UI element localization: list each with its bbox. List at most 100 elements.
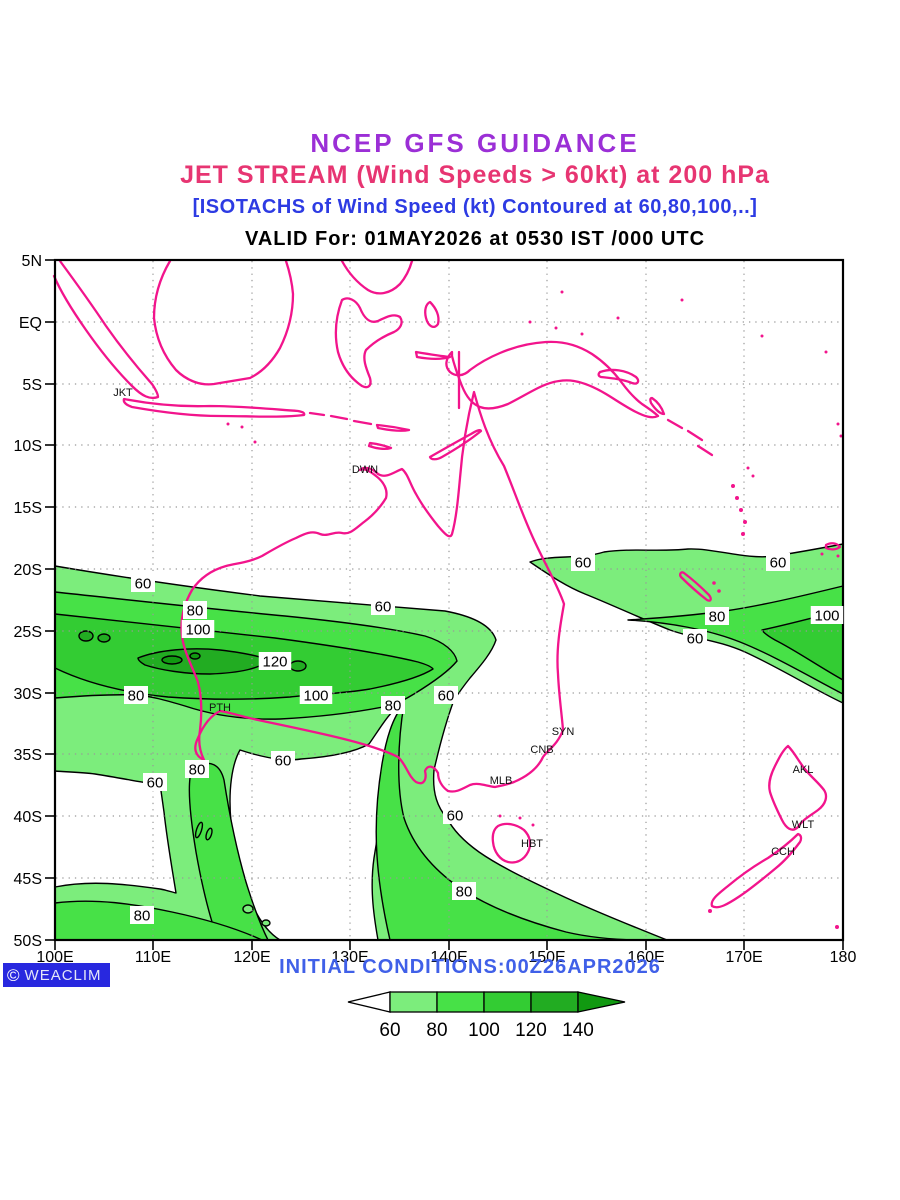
contour-label: 80 — [128, 688, 145, 705]
lat-tick-label: 5N — [22, 253, 42, 270]
islet-dot — [708, 909, 712, 913]
coastline-nz-north-island — [768, 744, 828, 831]
contour-label-box — [810, 606, 844, 624]
contour-label: 100 — [185, 622, 210, 639]
colorbar-tick-label: 60 — [379, 1020, 400, 1041]
lat-tick-label: 10S — [14, 438, 42, 455]
islet-dot — [836, 422, 840, 426]
contour-label: 80 — [187, 603, 204, 620]
islet-dot — [680, 298, 684, 302]
isotach-inner-sliver — [205, 827, 213, 841]
colorbar-tick-label: 140 — [562, 1020, 594, 1041]
lat-tick-label: 5S — [22, 377, 42, 394]
isotach-60-islet — [242, 904, 254, 914]
isotach-inner-sliver — [194, 821, 204, 839]
coastline-new-britain-bougainville — [597, 368, 666, 416]
islet-dot — [836, 554, 840, 558]
contour-label-box — [371, 597, 395, 615]
isotach-80-tongue-west — [188, 762, 269, 941]
lon-tick-label: 120E — [233, 949, 270, 966]
contour-label-box — [452, 882, 476, 900]
city-label-dwn: DWN — [352, 464, 378, 476]
islet-dot — [741, 532, 745, 536]
contour-label-box — [143, 773, 167, 791]
coastline-new-guinea — [445, 340, 660, 419]
islet-dot — [717, 589, 721, 593]
coastline-fiji — [824, 542, 842, 551]
contour-label-box — [766, 553, 790, 571]
colorbar-segment — [389, 991, 438, 1013]
lat-tick-label: EQ — [19, 315, 42, 332]
contour-label-box — [124, 686, 148, 704]
contour-label-box — [299, 686, 333, 704]
coastline-sumatra — [52, 259, 160, 400]
contour-label: 60 — [375, 599, 392, 616]
city-label-jkt: JKT — [113, 387, 133, 399]
islet-dot — [226, 422, 230, 426]
islet-dot — [824, 350, 828, 354]
contour-label: 100 — [814, 608, 839, 625]
coastlines — [52, 259, 843, 929]
lon-tick-label: 170E — [725, 949, 762, 966]
islet-dot — [554, 326, 558, 330]
isotach-inner-ring — [189, 652, 201, 660]
islet-dot — [731, 484, 735, 488]
isotach-100-ring — [97, 633, 111, 643]
contour-label: 60 — [275, 753, 292, 770]
title-product: JET STREAM (Wind Speeds > 60kt) at 200 h… — [180, 161, 770, 189]
islet-dot — [760, 334, 764, 338]
city-label-cch: CCH — [771, 846, 795, 858]
islet-dot — [528, 320, 532, 324]
title-model: NCEP GFS GUIDANCE — [310, 128, 640, 158]
contour-label: 80 — [134, 908, 151, 925]
islet-dot — [518, 816, 522, 820]
contour-label-box — [183, 601, 207, 619]
contour-label: 60 — [147, 775, 164, 792]
city-label-hbt: HBT — [521, 838, 543, 850]
lon-tick-label: 150E — [528, 949, 565, 966]
coastline-lesser-sunda-islands — [308, 411, 411, 450]
colorbar-tick-label: 120 — [515, 1020, 547, 1041]
isotach-60-islet — [261, 919, 271, 927]
islet-dot — [751, 474, 755, 478]
contour-label: 100 — [303, 688, 328, 705]
colorbar-tick-label: 80 — [426, 1020, 447, 1041]
city-label-akl: AKL — [793, 764, 814, 776]
islet-dot — [712, 581, 716, 585]
islet-dot — [743, 520, 747, 524]
contour-label-box — [130, 906, 154, 924]
contour-label-box — [443, 806, 467, 824]
city-label-wlt: WLT — [792, 819, 815, 831]
contour-label: 60 — [438, 688, 455, 705]
contour-label: 80 — [189, 762, 206, 779]
lon-tick-label: 130E — [331, 949, 368, 966]
coastline-borneo — [152, 259, 295, 386]
coastline-halmahera-seram — [414, 300, 452, 361]
lat-tick-label: 15S — [14, 500, 42, 517]
lon-tick-label: 100E — [36, 949, 73, 966]
contour-label-box — [185, 760, 209, 778]
lat-tick-label: 40S — [14, 809, 42, 826]
city-label-syn: SYN — [552, 726, 575, 738]
contour-label-box — [571, 553, 595, 571]
city-label-pth: PTH — [209, 702, 231, 714]
weaclim-badge[interactable]: © WEACLIM — [3, 963, 110, 987]
islet-dot — [253, 440, 257, 444]
islet-dot — [820, 552, 824, 556]
isotach-120-core-west — [137, 648, 269, 675]
isotach-100-ring — [78, 630, 94, 642]
contour-label: 60 — [575, 555, 592, 572]
contour-label: 80 — [709, 609, 726, 626]
isotach-120-ring — [289, 660, 307, 672]
islet-dot — [560, 290, 564, 294]
lat-tick-label: 25S — [14, 624, 42, 641]
lon-tick-label: 110E — [135, 949, 171, 966]
isotach-80-band-southeast — [375, 703, 646, 941]
lat-tick-label: 45S — [14, 871, 42, 888]
islet-dot — [531, 823, 535, 827]
coastline-mindanao — [340, 259, 414, 295]
isotach-inner-ring — [161, 655, 183, 665]
contour-label: 80 — [385, 698, 402, 715]
